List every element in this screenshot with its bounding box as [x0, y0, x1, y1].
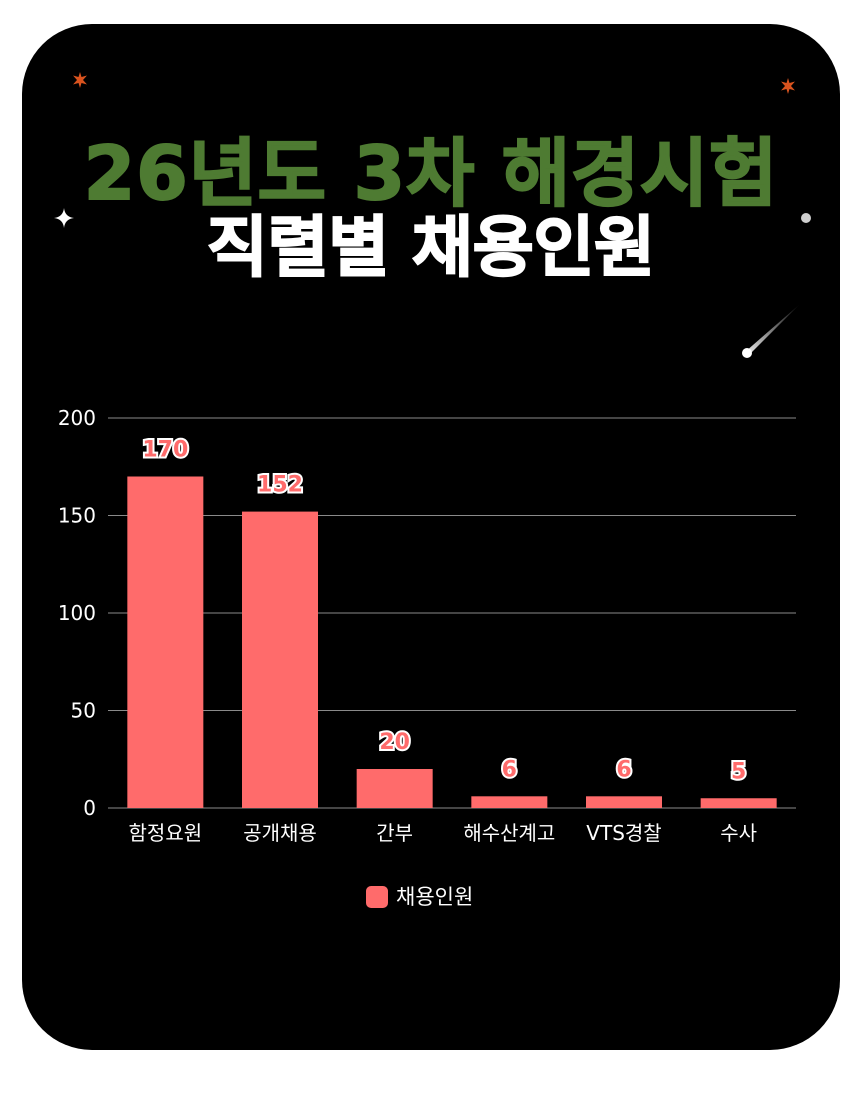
orange-sparkle-icon	[73, 72, 87, 88]
x-tick-label: 간부	[376, 821, 413, 845]
data-label: 170	[142, 438, 188, 463]
dot-star-icon	[801, 213, 811, 223]
title-line-2: 직렬별 채용인원	[206, 209, 656, 287]
shooting-star-icon	[742, 304, 800, 358]
bar	[586, 796, 662, 808]
legend-swatch	[366, 886, 388, 908]
title-line-1: 26년도 3차 해경시험	[83, 131, 779, 217]
bar-chart: 0 50 100 150 200 170 152 20 6 6 5 함정요원 공개채용 간부 해수산계고…	[58, 406, 796, 909]
bar	[356, 769, 433, 808]
x-tick-label: 함정요원	[129, 821, 203, 845]
data-label: 6	[616, 757, 631, 782]
bar	[700, 798, 777, 808]
orange-sparkle-icon	[781, 78, 795, 94]
y-tick-label: 150	[58, 504, 96, 528]
card-background: 26년도 3차 해경시험 직렬별 채용인원 0 50 100 150 200 170 15…	[22, 24, 840, 1050]
white-sparkle-icon	[54, 208, 74, 228]
bar	[127, 476, 204, 808]
y-tick-label: 0	[83, 796, 96, 820]
bar	[242, 511, 318, 808]
data-label: 20	[379, 730, 410, 755]
y-tick-label: 50	[71, 699, 96, 723]
data-label: 152	[257, 473, 303, 498]
y-tick-label: 200	[58, 406, 96, 430]
legend-label: 채용인원	[396, 885, 473, 909]
data-label: 6	[502, 757, 517, 782]
x-tick-label: VTS경찰	[586, 821, 661, 845]
x-tick-label: 수사	[720, 821, 757, 845]
x-tick-label: 해수산계고	[463, 821, 555, 845]
data-label: 5	[731, 759, 746, 784]
y-tick-label: 100	[58, 601, 96, 625]
x-tick-label: 공개채용	[243, 821, 317, 845]
bar	[471, 796, 548, 808]
